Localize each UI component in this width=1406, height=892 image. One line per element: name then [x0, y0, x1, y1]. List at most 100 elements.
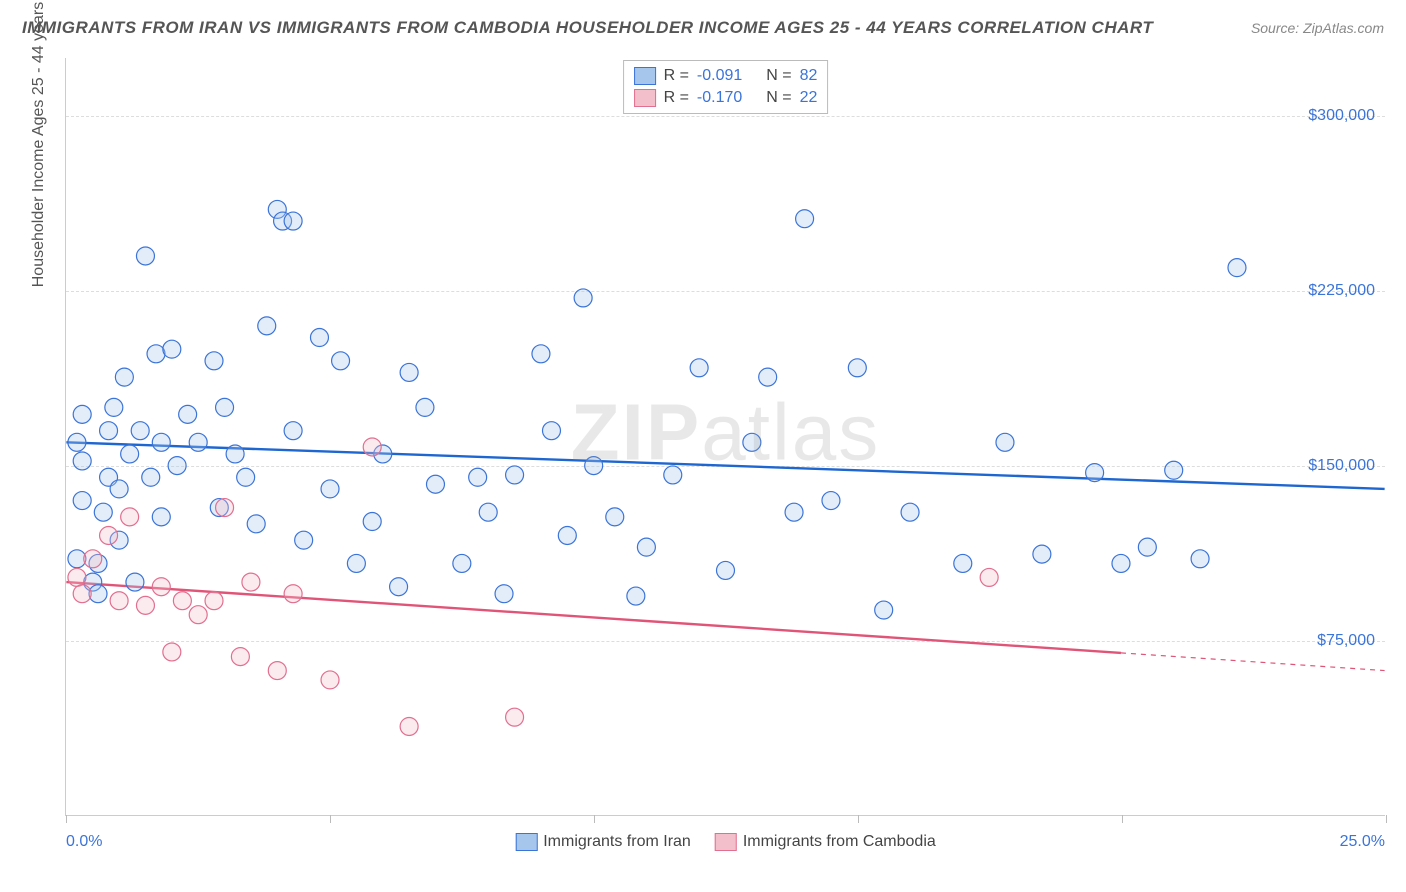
data-point [94, 503, 112, 521]
data-point [321, 671, 339, 689]
data-point [115, 368, 133, 386]
legend-r-label: R = [664, 67, 689, 85]
data-point [163, 643, 181, 661]
data-point [84, 550, 102, 568]
data-point [258, 317, 276, 335]
correlation-legend: R =-0.091N =82R =-0.170N =22 [623, 60, 829, 114]
data-point [400, 718, 418, 736]
data-point [284, 422, 302, 440]
title-bar: IMMIGRANTS FROM IRAN VS IMMIGRANTS FROM … [22, 18, 1384, 38]
legend-n-label: N = [766, 67, 791, 85]
data-point [1165, 461, 1183, 479]
data-point [242, 573, 260, 591]
data-point [627, 587, 645, 605]
scatter-points-layer [66, 58, 1385, 815]
data-point [469, 468, 487, 486]
data-point [390, 578, 408, 596]
data-point [189, 433, 207, 451]
y-axis-title: Householder Income Ages 25 - 44 years [30, 2, 48, 288]
data-point [532, 345, 550, 363]
data-point [73, 452, 91, 470]
data-point [163, 340, 181, 358]
data-point [901, 503, 919, 521]
data-point [479, 503, 497, 521]
x-tick [594, 815, 595, 823]
data-point [506, 466, 524, 484]
data-point [743, 433, 761, 451]
data-point [1033, 545, 1051, 563]
data-point [495, 585, 513, 603]
data-point [168, 457, 186, 475]
x-axis-min-label: 0.0% [66, 833, 102, 851]
data-point [147, 345, 165, 363]
data-point [980, 568, 998, 586]
data-point [416, 398, 434, 416]
data-point [142, 468, 160, 486]
data-point [606, 508, 624, 526]
plot-area: ZIPatlas $75,000$150,000$225,000$300,000… [65, 58, 1385, 816]
legend-n-label: N = [766, 89, 791, 107]
data-point [996, 433, 1014, 451]
x-axis-max-label: 25.0% [1340, 833, 1385, 851]
data-point [121, 508, 139, 526]
series-legend-label: Immigrants from Iran [543, 833, 691, 851]
series-legend-item: Immigrants from Iran [515, 833, 691, 851]
data-point [73, 585, 91, 603]
data-point [110, 480, 128, 498]
data-point [126, 573, 144, 591]
data-point [189, 606, 207, 624]
legend-n-value: 82 [800, 67, 818, 85]
data-point [68, 433, 86, 451]
data-point [664, 466, 682, 484]
data-point [131, 422, 149, 440]
data-point [453, 554, 471, 572]
legend-swatch [515, 833, 537, 851]
data-point [284, 212, 302, 230]
data-point [152, 578, 170, 596]
data-point [136, 247, 154, 265]
data-point [110, 592, 128, 610]
legend-r-label: R = [664, 89, 689, 107]
data-point [363, 513, 381, 531]
data-point [637, 538, 655, 556]
data-point [68, 568, 86, 586]
data-point [237, 468, 255, 486]
data-point [105, 398, 123, 416]
data-point [1138, 538, 1156, 556]
source-label: Source: ZipAtlas.com [1251, 20, 1384, 36]
data-point [247, 515, 265, 533]
data-point [173, 592, 191, 610]
data-point [152, 433, 170, 451]
chart-title: IMMIGRANTS FROM IRAN VS IMMIGRANTS FROM … [22, 18, 1153, 38]
series-legend: Immigrants from Iran Immigrants from Camb… [515, 833, 936, 851]
correlation-legend-row: R = -0.170 N = 22 [634, 87, 818, 109]
data-point [585, 457, 603, 475]
data-point [1112, 554, 1130, 572]
legend-swatch [715, 833, 737, 851]
legend-r-value: -0.170 [697, 89, 742, 107]
data-point [100, 422, 118, 440]
data-point [506, 708, 524, 726]
data-point [717, 561, 735, 579]
data-point [152, 508, 170, 526]
data-point [574, 289, 592, 307]
x-tick [1122, 815, 1123, 823]
series-legend-item: Immigrants from Cambodia [715, 833, 936, 851]
data-point [121, 445, 139, 463]
data-point [848, 359, 866, 377]
data-point [136, 596, 154, 614]
data-point [1228, 259, 1246, 277]
data-point [179, 405, 197, 423]
data-point [875, 601, 893, 619]
correlation-legend-row: R =-0.091N =82 [634, 65, 818, 87]
data-point [216, 499, 234, 517]
data-point [785, 503, 803, 521]
data-point [284, 585, 302, 603]
data-point [543, 422, 561, 440]
legend-n-value: 22 [800, 89, 818, 107]
data-point [205, 592, 223, 610]
data-point [796, 210, 814, 228]
x-tick [66, 815, 67, 823]
data-point [231, 648, 249, 666]
x-tick [858, 815, 859, 823]
